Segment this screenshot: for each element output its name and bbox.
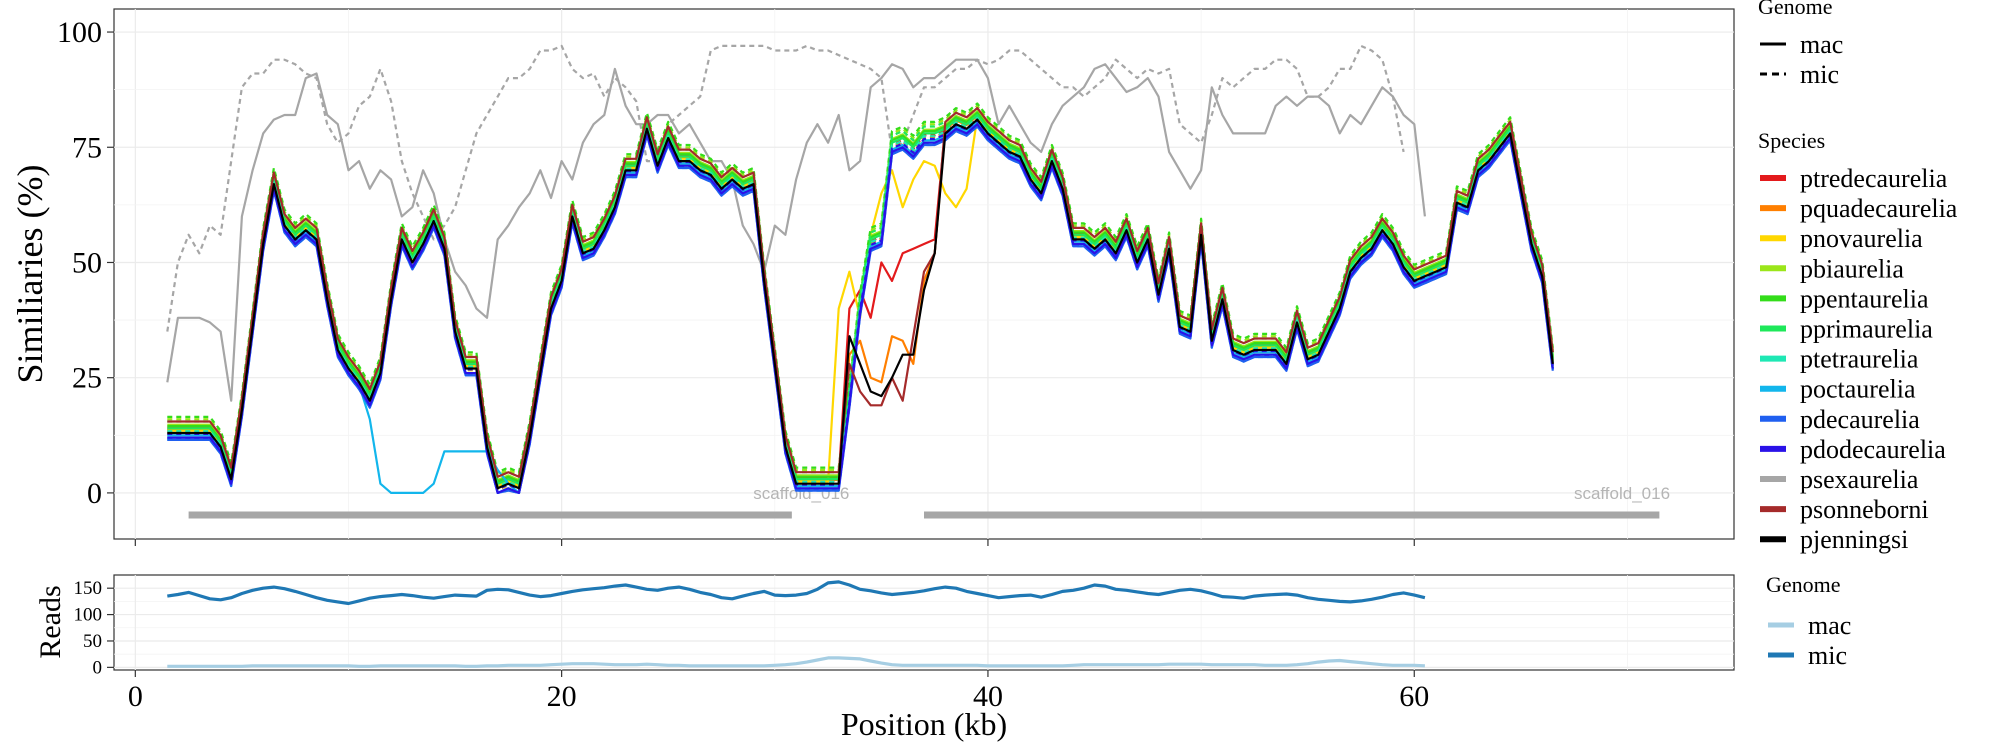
series-line-psexaurelia-mic bbox=[166, 44, 1405, 332]
similarities-y-axis-label: Similiaries (%) bbox=[10, 165, 50, 384]
genome-legend-title: Genome bbox=[1758, 0, 1833, 19]
species-legend-label: psexaurelia bbox=[1800, 465, 1919, 494]
species-legend: Species ptredecaureliapquadecaureliapnov… bbox=[1758, 128, 1958, 554]
y-tick-label: 100 bbox=[57, 16, 102, 49]
species-legend-label: pdecaurelia bbox=[1800, 405, 1920, 434]
similarities-grid bbox=[114, 9, 1734, 546]
species-legend-label: pnovaurelia bbox=[1800, 224, 1923, 253]
x-tick-label: 60 bbox=[1399, 680, 1429, 713]
species-legend-title: Species bbox=[1758, 128, 1825, 153]
series-line-psexaurelia-mac bbox=[166, 58, 1426, 402]
species-legend-label: ptredecaurelia bbox=[1800, 164, 1948, 193]
x-tick-label: 40 bbox=[973, 680, 1003, 713]
species-legend-label: poctaurelia bbox=[1800, 375, 1916, 404]
x-axis-label: Position (kb) bbox=[841, 706, 1007, 742]
reads-y-axis-label: Reads bbox=[34, 585, 67, 658]
x-tick-label: 0 bbox=[128, 680, 143, 713]
reads-legend-label: mic bbox=[1808, 641, 1847, 670]
reads-legend-label: mac bbox=[1808, 611, 1851, 640]
scaffold-label: scaffold_016 bbox=[1574, 484, 1670, 503]
species-legend-label: psonneborni bbox=[1800, 495, 1929, 524]
reads-y-ticks: 0 50 100 150 bbox=[74, 578, 114, 678]
genome-legend-label: mic bbox=[1800, 60, 1839, 89]
similarities-y-ticks: 0 25 50 75 100 bbox=[57, 16, 114, 510]
species-legend-label: ppentaurelia bbox=[1800, 284, 1929, 313]
species-legend-items: ptredecaureliapquadecaureliapnovaureliap… bbox=[1760, 164, 1958, 554]
series-line-pjenningsi-mac bbox=[167, 118, 1554, 490]
y-tick-label: 75 bbox=[72, 131, 102, 164]
reads-line-mic bbox=[167, 580, 1426, 606]
species-legend-label: pbiaurelia bbox=[1800, 254, 1904, 283]
reads-legend-title: Genome bbox=[1766, 572, 1841, 597]
species-legend-label: ptetraurelia bbox=[1800, 345, 1919, 374]
y-tick-label: 100 bbox=[74, 605, 103, 626]
species-legend-label: pjenningsi bbox=[1800, 525, 1908, 554]
similarities-series bbox=[166, 44, 1554, 494]
y-tick-label: 0 bbox=[87, 477, 102, 510]
y-tick-label: 50 bbox=[83, 631, 102, 652]
reads-series bbox=[167, 580, 1426, 668]
reads-panel: 0 50 100 150 0 20 40 60 Reads Position (kb) bbox=[34, 574, 1735, 742]
y-tick-label: 25 bbox=[72, 362, 102, 395]
x-tick-label: 20 bbox=[547, 680, 577, 713]
reads-x-ticks: 0 20 40 60 bbox=[128, 670, 1429, 713]
species-legend-label: pprimaurelia bbox=[1800, 315, 1933, 344]
species-legend-label: pquadecaurelia bbox=[1800, 194, 1958, 223]
y-tick-label: 50 bbox=[72, 246, 102, 279]
series-line-psonneborni-mac bbox=[167, 106, 1554, 478]
species-legend-label: pdodecaurelia bbox=[1800, 435, 1946, 464]
reads-line-mac bbox=[167, 656, 1425, 668]
y-tick-label: 150 bbox=[74, 578, 103, 599]
genome-legend-label: mac bbox=[1800, 30, 1843, 59]
y-tick-label: 0 bbox=[93, 657, 103, 678]
